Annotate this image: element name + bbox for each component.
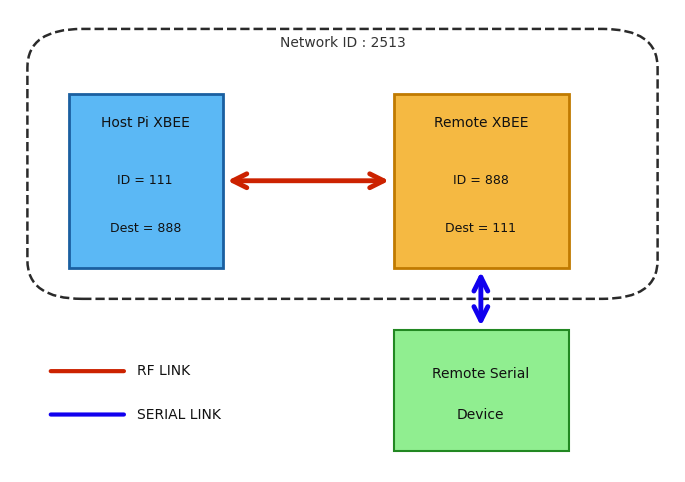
Text: RF LINK: RF LINK [137,364,190,378]
Text: Host Pi XBEE: Host Pi XBEE [101,116,190,130]
Text: Dest = 111: Dest = 111 [445,223,516,235]
Text: ID = 888: ID = 888 [453,174,509,187]
Text: Remote XBEE: Remote XBEE [434,116,528,130]
FancyBboxPatch shape [394,94,569,268]
Text: Device: Device [457,407,505,422]
Text: ID = 111: ID = 111 [117,174,173,187]
FancyBboxPatch shape [394,330,569,451]
Text: Dest = 888: Dest = 888 [110,223,181,235]
FancyBboxPatch shape [68,94,223,268]
Text: Remote Serial: Remote Serial [432,366,530,381]
Text: SERIAL LINK: SERIAL LINK [137,407,221,422]
Text: Network ID : 2513: Network ID : 2513 [279,36,406,51]
